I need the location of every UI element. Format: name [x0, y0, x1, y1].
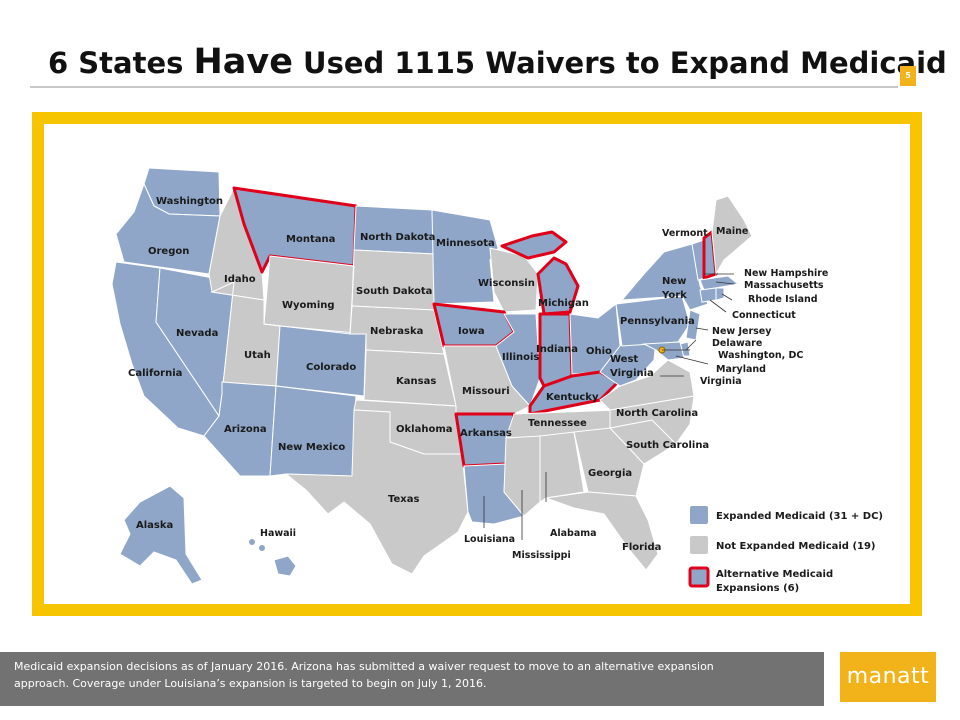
state-minnesota [431, 209, 499, 305]
label-texas: Texas [388, 494, 419, 505]
label-maine: Maine [716, 226, 748, 237]
state-new-mexico [269, 385, 357, 477]
label-connecticut: Connecticut [732, 310, 796, 321]
label-maryland: Maryland [716, 364, 766, 375]
label-idaho: Idaho [224, 274, 256, 285]
label-colorado: Colorado [306, 362, 356, 373]
label-iowa: Iowa [458, 326, 485, 337]
state-illinois [495, 313, 541, 407]
label-south-dakota: South Dakota [356, 286, 432, 297]
us-medicaid-map: Washington Oregon California Nevada Idah… [111, 167, 883, 594]
state-iowa [432, 302, 516, 348]
state-north-dakota [353, 205, 435, 255]
label-indiana: Indiana [536, 344, 578, 355]
page-number-badge: 5 [900, 66, 916, 86]
label-montana: Montana [286, 234, 335, 245]
label-new-mexico: New Mexico [278, 442, 345, 453]
label-michigan: Michigan [538, 298, 589, 309]
slide-title: 6 States Have Used 1115 Waivers to Expan… [48, 42, 947, 82]
hawaii-islet-1 [249, 539, 255, 545]
label-massachusetts: Massachusetts [744, 280, 824, 291]
state-mississippi [503, 435, 541, 517]
hawaii-islet-2 [259, 545, 265, 551]
state-new-york [620, 243, 709, 311]
footer-note: Medicaid expansion decisions as of Janua… [14, 658, 814, 692]
legend-swatch-alternative [688, 566, 710, 588]
legend-label-alternative-1: Alternative Medicaid [716, 569, 833, 580]
label-arkansas: Arkansas [460, 428, 512, 439]
legend-swatch-expanded [690, 506, 708, 524]
label-west-virginia-2: Virginia [610, 368, 654, 379]
label-louisiana: Louisiana [464, 534, 515, 545]
label-new-york-1: New [662, 276, 686, 287]
state-pennsylvania [615, 295, 691, 347]
state-rhode-island [715, 287, 725, 301]
legend-label-not-expanded: Not Expanded Medicaid (19) [716, 541, 876, 552]
label-hawaii: Hawaii [260, 528, 296, 539]
state-colorado [275, 325, 367, 397]
label-minnesota: Minnesota [436, 238, 495, 249]
label-west-virginia-1: West [610, 354, 638, 365]
label-delaware: Delaware [712, 338, 762, 349]
label-south-carolina: South Carolina [626, 440, 709, 451]
label-utah: Utah [244, 350, 271, 361]
title-emphasis: Have [193, 42, 293, 82]
label-georgia: Georgia [588, 468, 632, 479]
label-mississippi: Mississippi [512, 550, 571, 561]
label-alabama: Alabama [550, 528, 597, 539]
state-texas [284, 409, 469, 575]
label-north-carolina: North Carolina [616, 408, 698, 419]
label-new-hampshire: New Hampshire [744, 268, 828, 279]
label-missouri: Missouri [462, 386, 510, 397]
state-maine [711, 195, 753, 276]
label-wyoming: Wyoming [282, 300, 335, 311]
label-north-dakota: North Dakota [360, 232, 435, 243]
state-wyoming [264, 256, 354, 334]
label-nevada: Nevada [176, 328, 218, 339]
label-oklahoma: Oklahoma [396, 424, 452, 435]
label-washington: Washington [156, 196, 223, 207]
label-florida: Florida [622, 542, 661, 553]
footer-note-line-2: approach. Coverage under Louisiana’s exp… [14, 677, 487, 690]
label-alaska: Alaska [136, 520, 173, 531]
title-part-2: Used 1115 Waivers to Expand Medicaid [292, 46, 947, 80]
footer-band [0, 652, 824, 706]
state-alaska [119, 485, 203, 585]
state-massachusetts [699, 275, 740, 291]
map-legend: Expanded Medicaid (31 + DC) Not Expanded… [688, 506, 883, 594]
label-tennessee: Tennessee [528, 418, 587, 429]
legend-label-expanded: Expanded Medicaid (31 + DC) [716, 511, 883, 522]
label-virginia: Virginia [700, 376, 742, 387]
label-washington-dc: Washington, DC [718, 350, 803, 361]
state-michigan-upper [500, 230, 568, 260]
state-florida [545, 491, 659, 571]
label-kansas: Kansas [396, 376, 436, 387]
legend-label-alternative-2: Expansions (6) [716, 583, 799, 594]
label-kentucky: Kentucky [546, 392, 599, 403]
label-rhode-island: Rhode Island [748, 294, 818, 305]
state-south-dakota [351, 249, 435, 311]
label-california: California [128, 368, 182, 379]
label-new-jersey: New Jersey [712, 326, 772, 337]
label-vermont: Vermont [662, 228, 708, 239]
label-nebraska: Nebraska [370, 326, 423, 337]
state-connecticut [699, 287, 717, 303]
label-arizona: Arizona [224, 424, 267, 435]
title-part-1: 6 States [48, 46, 194, 80]
map-frame: Washington Oregon California Nevada Idah… [32, 112, 922, 616]
label-oregon: Oregon [148, 246, 189, 257]
state-georgia [573, 427, 645, 497]
legend-swatch-not-expanded [690, 536, 708, 554]
label-ohio: Ohio [586, 346, 612, 357]
label-pennsylvania: Pennsylvania [620, 316, 695, 327]
state-hawaii [273, 555, 297, 577]
label-illinois: Illinois [502, 352, 539, 363]
manatt-logo: manatt [840, 652, 936, 702]
label-wisconsin: Wisconsin [478, 278, 535, 289]
state-wyoming-outline [263, 255, 355, 335]
label-new-york-2: York [661, 290, 687, 301]
title-divider [30, 86, 898, 88]
footer-note-line-1: Medicaid expansion decisions as of Janua… [14, 660, 714, 673]
leader-lines [483, 273, 735, 540]
